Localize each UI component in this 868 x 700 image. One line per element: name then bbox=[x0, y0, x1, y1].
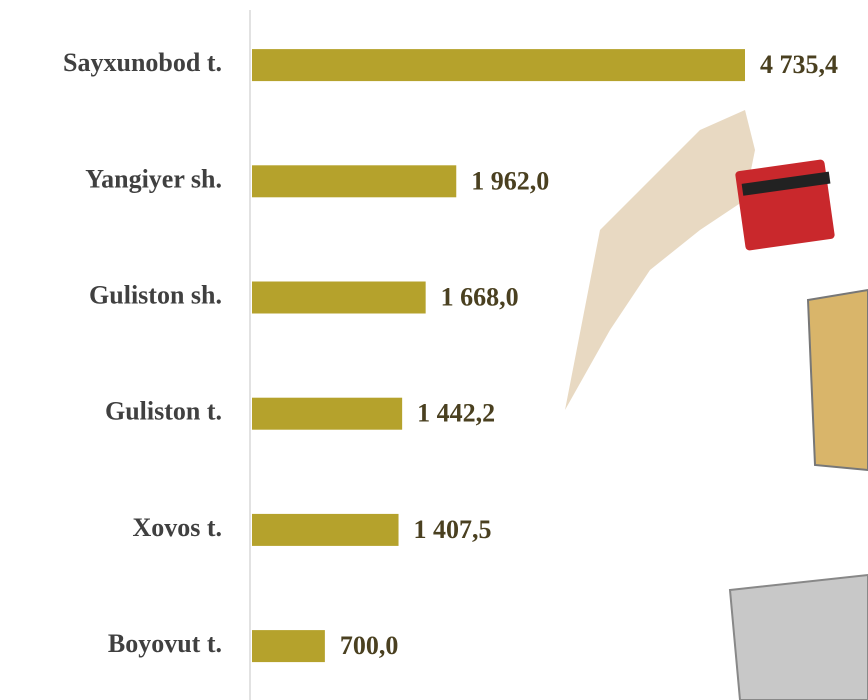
cart-illustration bbox=[730, 575, 868, 700]
value-label: 1 962,0 bbox=[471, 166, 549, 195]
value-label: 1 407,5 bbox=[414, 515, 492, 544]
category-label: Guliston t. bbox=[105, 397, 222, 426]
category-label: Boyovut t. bbox=[108, 629, 222, 658]
category-label: Sayxunobod t. bbox=[63, 48, 222, 77]
page: {"chart_data": {"type": "bar", "orientat… bbox=[0, 0, 868, 700]
value-label: 4 735,4 bbox=[760, 50, 838, 79]
bar bbox=[252, 49, 745, 81]
value-label: 700,0 bbox=[340, 631, 399, 660]
bar bbox=[252, 398, 402, 430]
hand-illustration bbox=[565, 110, 755, 410]
bar bbox=[252, 165, 456, 197]
bar bbox=[252, 282, 426, 314]
category-label: Xovos t. bbox=[132, 513, 222, 542]
basket-illustration bbox=[808, 290, 868, 470]
category-label: Yangiyer sh. bbox=[85, 164, 222, 193]
bar bbox=[252, 630, 325, 662]
value-label: 1 442,2 bbox=[417, 399, 495, 428]
category-label: Guliston sh. bbox=[89, 280, 222, 309]
value-label: 1 668,0 bbox=[441, 282, 519, 311]
decoration bbox=[565, 110, 868, 700]
bar bbox=[252, 514, 399, 546]
chart: Sayxunobod t. 4 735,4 Yangiyer sh. 1 962,0 G… bbox=[0, 0, 868, 700]
